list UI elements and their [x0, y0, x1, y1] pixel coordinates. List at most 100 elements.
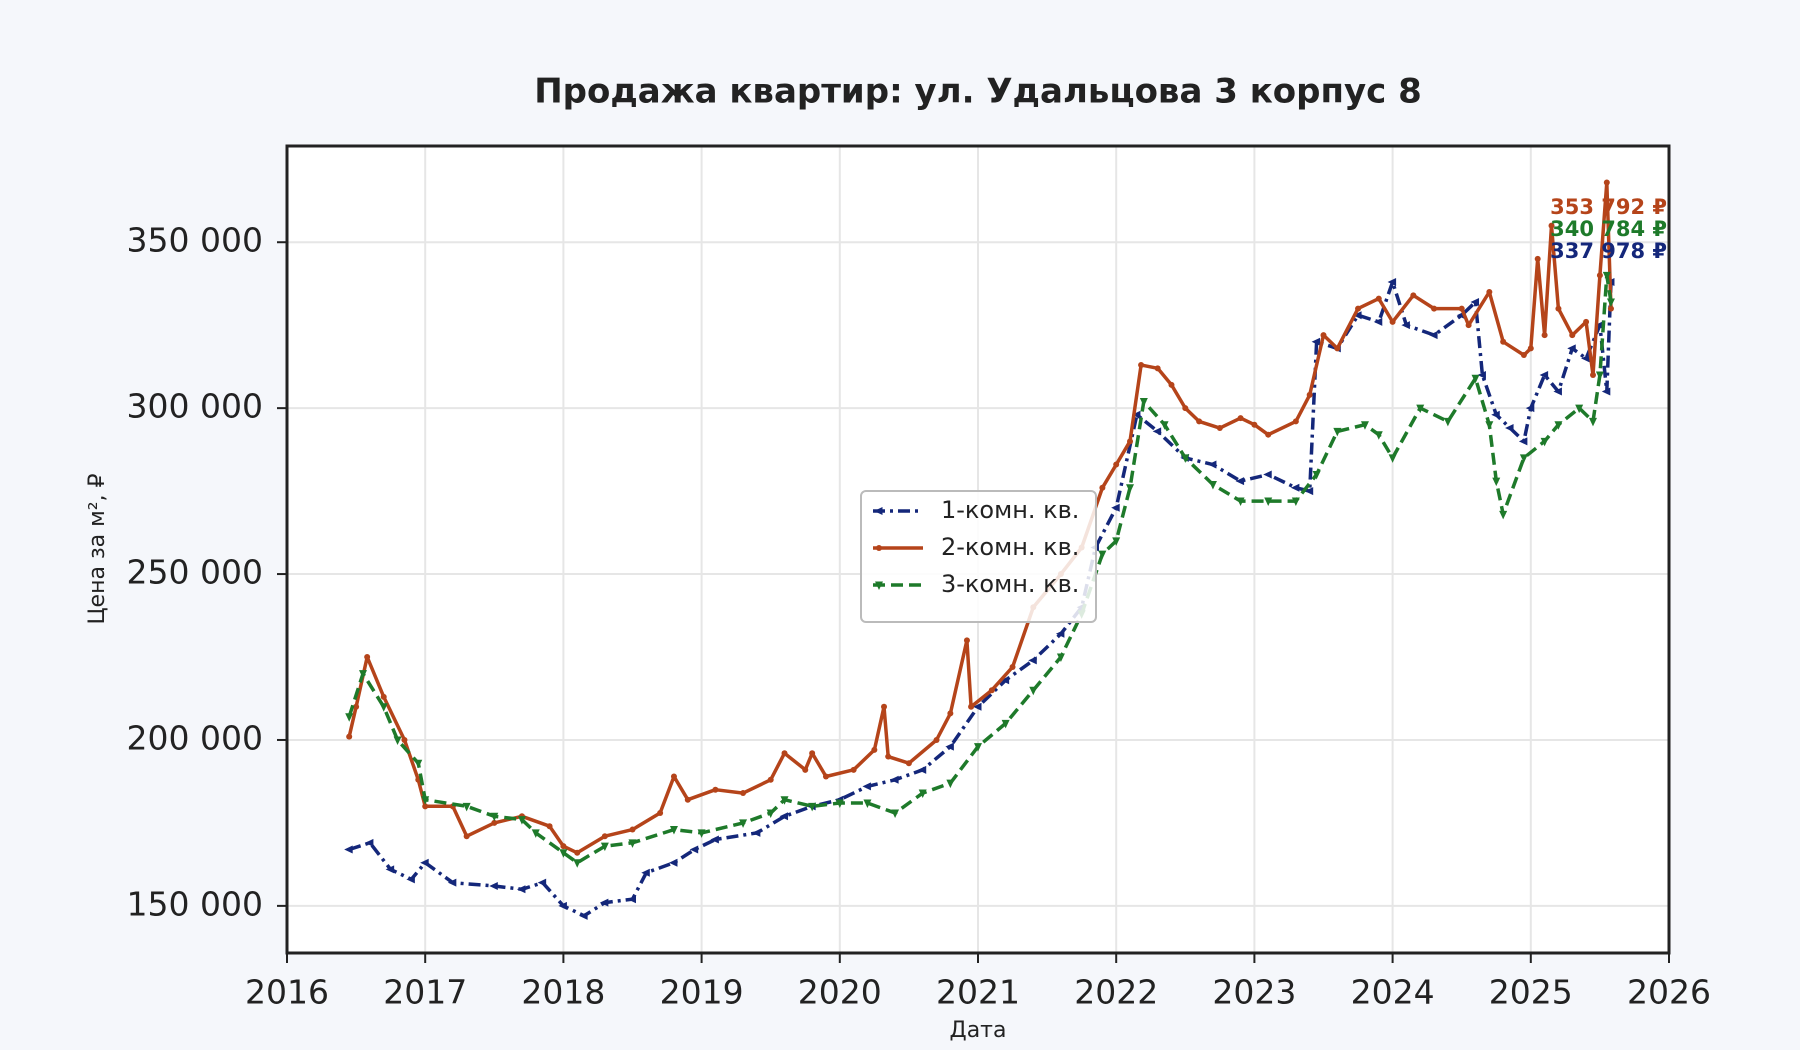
data-point — [1000, 676, 1010, 685]
legend-marker — [876, 545, 882, 551]
data-point — [1334, 345, 1341, 352]
data-point — [1429, 331, 1438, 340]
data-point — [1374, 431, 1383, 440]
data-point — [862, 782, 871, 791]
annotation: 340 784 ₽ — [1550, 217, 1667, 241]
chart-title: Продажа квартир: ул. Удальцова 3 корпус … — [534, 72, 1422, 112]
data-point — [1235, 477, 1245, 486]
data-point — [1607, 305, 1614, 312]
data-point — [1112, 537, 1121, 546]
data-point — [1168, 381, 1175, 388]
data-point — [802, 766, 809, 773]
data-point — [1265, 431, 1272, 438]
data-point — [1520, 352, 1527, 359]
data-point — [447, 878, 457, 887]
y-tick-label: 150 000 — [127, 884, 263, 923]
data-point — [420, 858, 429, 867]
data-point — [1216, 425, 1223, 432]
data-point — [1458, 305, 1465, 312]
data-point — [822, 773, 829, 780]
data-point — [346, 733, 353, 740]
data-point — [574, 849, 581, 856]
data-point — [1603, 179, 1610, 186]
data-point — [1333, 427, 1342, 437]
annotation: 353 792 ₽ — [1550, 195, 1667, 219]
x-tick-label: 2021 — [936, 973, 1020, 1012]
data-point — [1290, 483, 1300, 492]
data-point — [380, 693, 387, 700]
data-point — [1139, 398, 1148, 407]
data-point — [1601, 387, 1611, 396]
data-point — [891, 809, 900, 818]
data-point — [710, 835, 719, 844]
legend-label: 1-комн. кв. — [941, 496, 1079, 524]
data-point — [1387, 278, 1397, 287]
data-point — [1534, 255, 1541, 262]
data-point — [490, 812, 499, 822]
data-point — [1486, 289, 1493, 296]
data-point — [1492, 477, 1501, 487]
data-point — [1113, 461, 1120, 468]
data-point — [808, 802, 817, 812]
data-point — [1388, 454, 1397, 463]
data-point — [489, 881, 498, 890]
data-point — [1208, 480, 1217, 490]
data-point — [1098, 550, 1107, 560]
data-point — [628, 839, 637, 848]
data-point — [1292, 418, 1299, 425]
data-point — [421, 796, 430, 805]
data-point — [890, 775, 899, 784]
y-tick-label: 200 000 — [127, 718, 263, 757]
data-point — [1375, 295, 1382, 302]
data-point — [968, 703, 975, 710]
data-point — [1477, 370, 1486, 379]
data-point — [1154, 365, 1161, 372]
data-point — [344, 845, 353, 854]
data-point — [629, 826, 636, 833]
data-point — [601, 833, 608, 840]
x-tick-label: 2020 — [798, 973, 882, 1012]
data-point — [573, 859, 582, 868]
data-point — [670, 773, 677, 780]
x-tick-label: 2022 — [1074, 973, 1158, 1012]
data-point — [1263, 470, 1272, 479]
y-axis-label: Цена за м², ₽ — [85, 473, 110, 624]
data-point — [1416, 404, 1425, 414]
x-tick-label: 2025 — [1489, 973, 1573, 1012]
data-point — [739, 819, 748, 828]
data-point — [1588, 417, 1597, 427]
data-point — [712, 786, 719, 793]
data-point — [905, 760, 912, 767]
x-tick-label: 2024 — [1351, 973, 1435, 1012]
data-point — [559, 849, 568, 858]
annotation: 337 978 ₽ — [1550, 239, 1667, 263]
data-point — [1236, 497, 1245, 507]
data-point — [600, 842, 609, 852]
data-point — [1320, 332, 1327, 339]
data-point — [689, 845, 699, 854]
data-point — [974, 743, 982, 752]
data-point — [1127, 438, 1134, 445]
data-point — [627, 895, 636, 904]
data-point — [881, 703, 888, 710]
data-point — [697, 829, 706, 838]
data-point — [1500, 338, 1507, 345]
x-tick-label: 2019 — [660, 973, 744, 1012]
data-point — [422, 803, 429, 810]
data-point — [1470, 297, 1480, 306]
data-point — [1485, 421, 1494, 430]
data-point — [963, 637, 970, 644]
data-point — [740, 790, 747, 797]
data-point — [1594, 321, 1604, 330]
y-tick-label: 250 000 — [127, 553, 263, 592]
data-point — [1548, 222, 1555, 229]
data-point — [1099, 484, 1106, 491]
data-point — [517, 816, 526, 825]
data-point — [657, 809, 664, 816]
data-point — [1311, 337, 1321, 346]
data-point — [1471, 374, 1480, 384]
data-point — [885, 753, 892, 760]
data-point — [1152, 427, 1162, 436]
x-axis-label: Дата — [950, 1018, 1007, 1043]
